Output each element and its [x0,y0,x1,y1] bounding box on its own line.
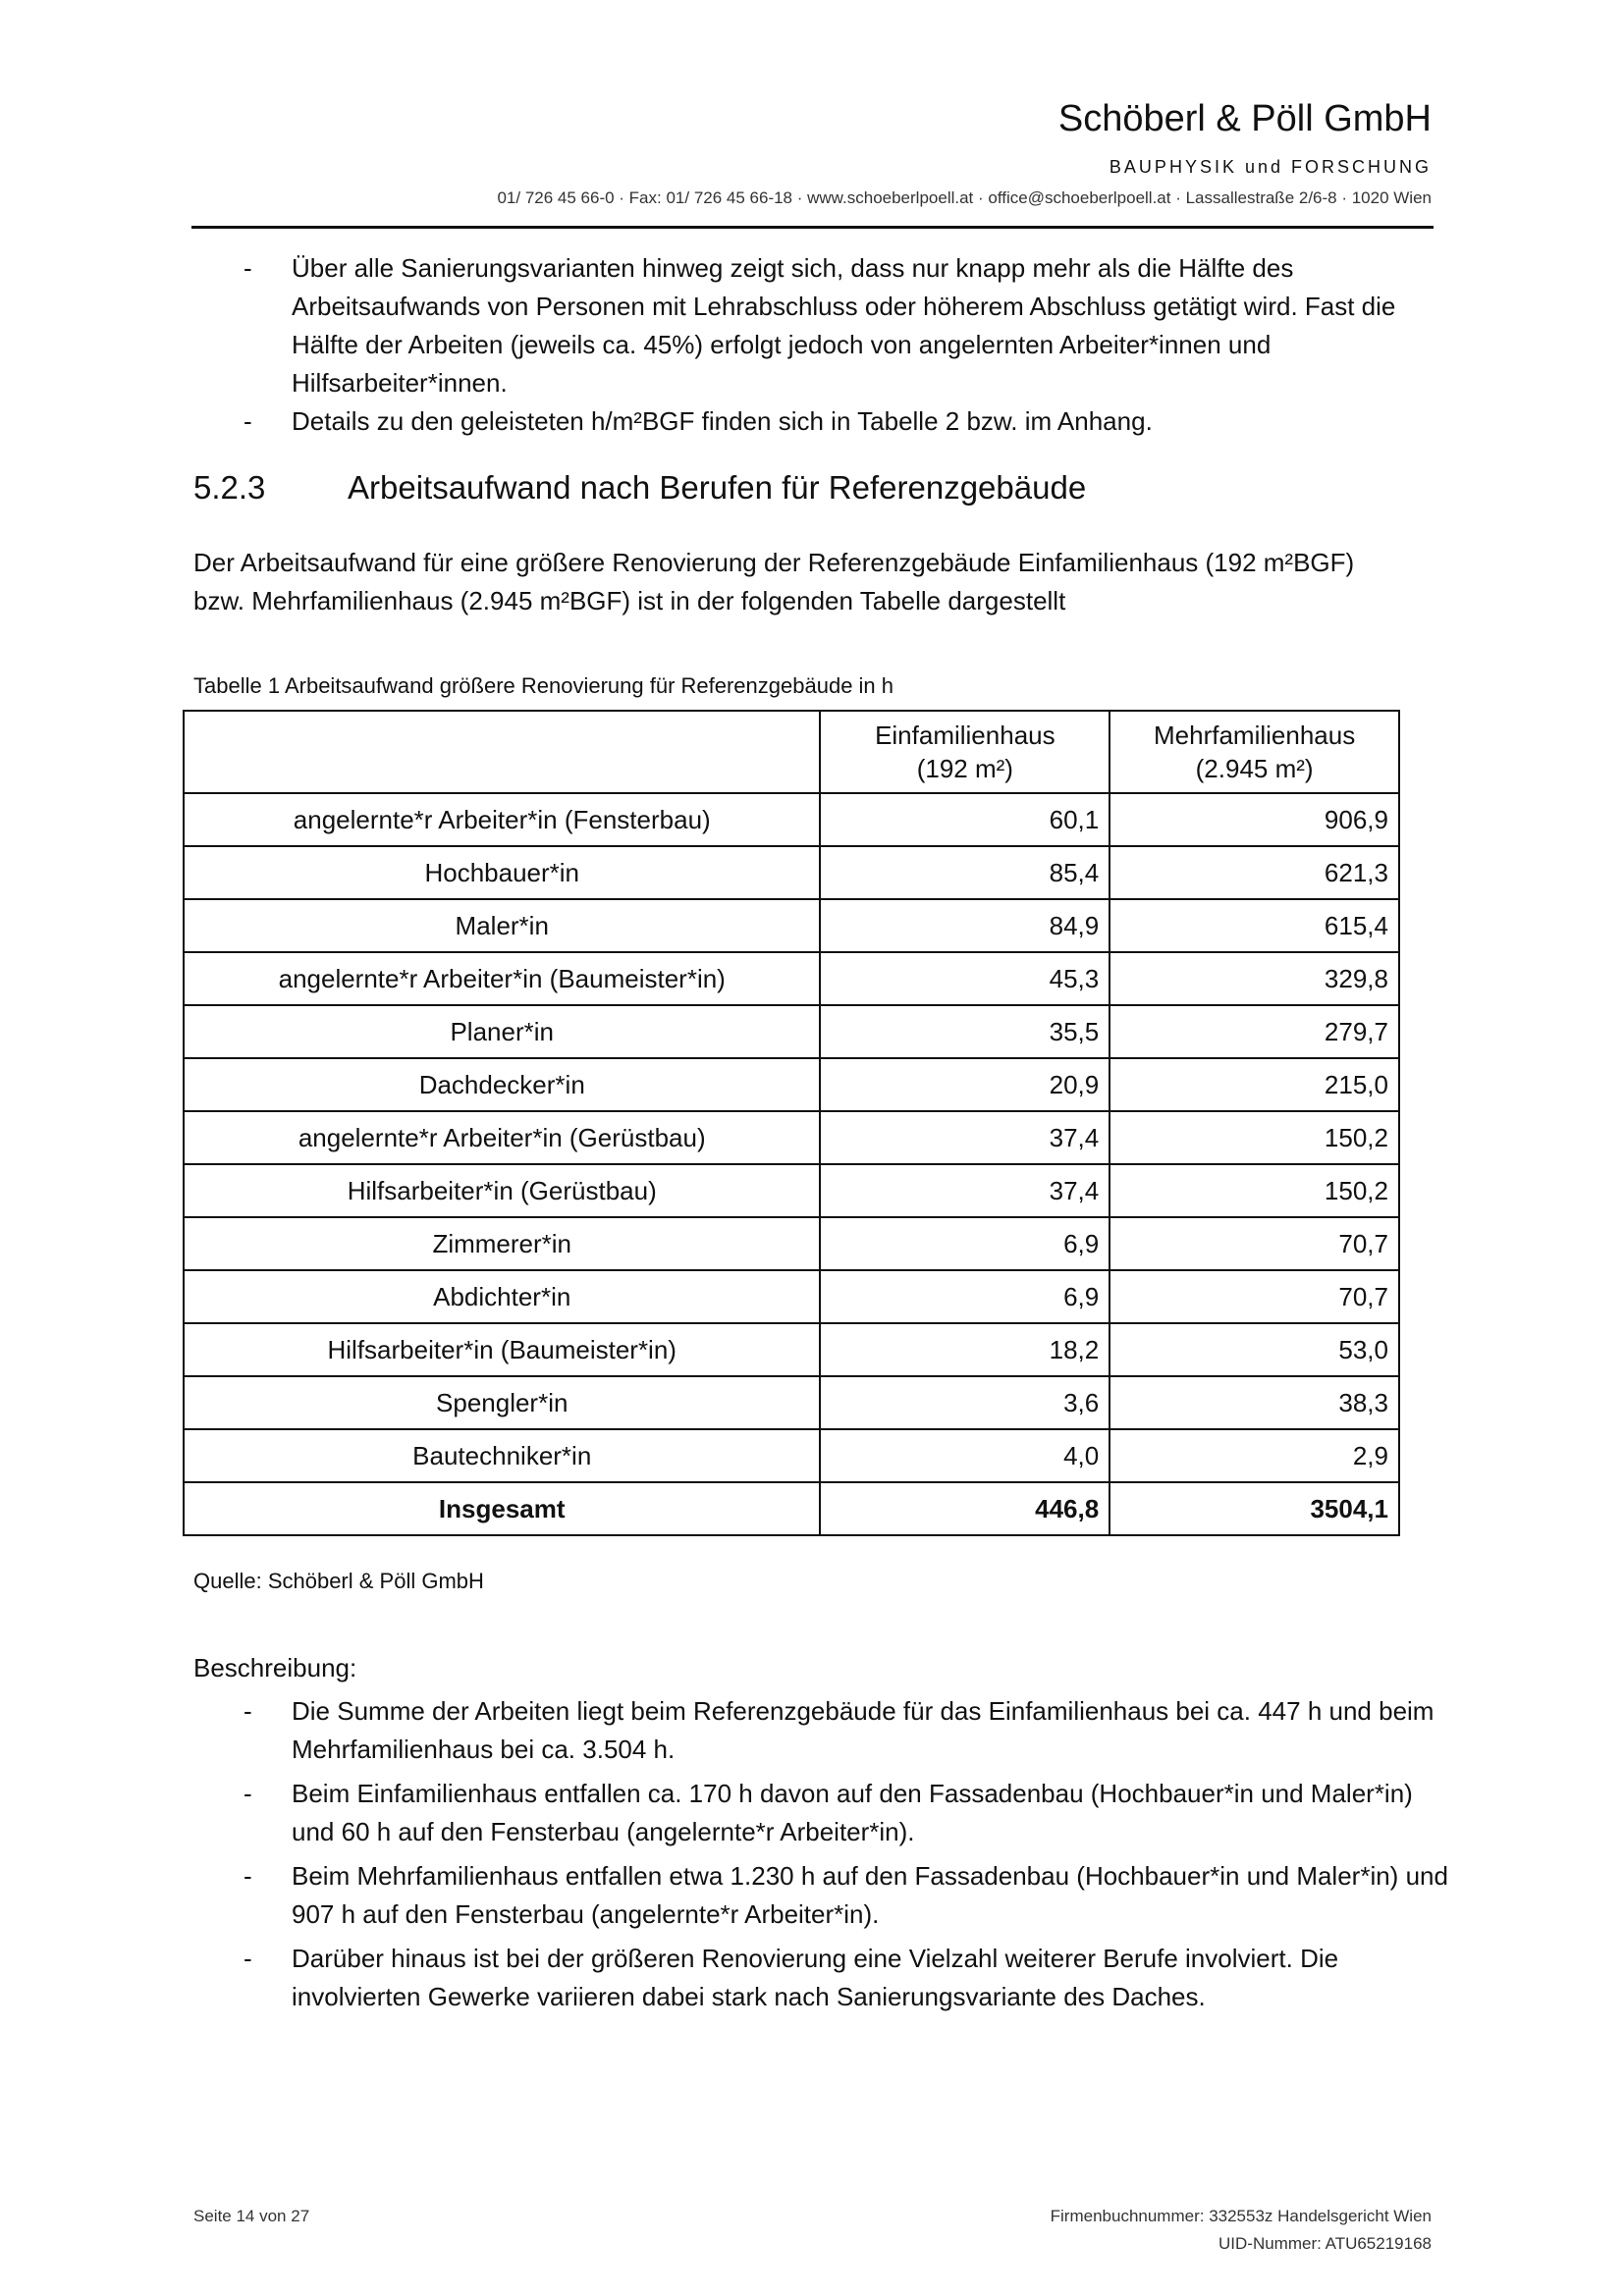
profession-cell: Zimmerer*in [182,1216,822,1271]
einfamilienhaus-hours-cell: 37,4 [819,1163,1111,1218]
table-row: Hochbauer*in 85,4 621,3 [182,845,1400,900]
table-total-row: Insgesamt 446,8 3504,1 [182,1481,1400,1536]
mehrfamilienhaus-total-cell: 3504,1 [1109,1481,1400,1536]
einfamilienhaus-hours-cell: 60,1 [819,792,1111,847]
mehrfamilienhaus-hours-cell: 621,3 [1109,845,1400,900]
contact-line: 01/ 726 45 66-0 · Fax: 01/ 726 45 66-18 … [497,188,1432,207]
table-row: Planer*in 35,5 279,7 [182,1004,1400,1059]
data-table: Einfamilienhaus (192 m²) Mehrfamilienhaus… [182,710,1400,1536]
bullet-dash: - [244,1696,252,1726]
einfamilienhaus-hours-cell: 35,5 [819,1004,1111,1059]
profession-cell: Maler*in [182,898,822,953]
einfamilienhaus-hours-cell: 18,2 [819,1322,1111,1377]
einfamilienhaus-hours-cell: 84,9 [819,898,1111,953]
bullet-dash: - [244,253,252,283]
mehrfamilienhaus-hours-cell: 70,7 [1109,1216,1400,1271]
table-row: Zimmerer*in 6,9 70,7 [182,1216,1400,1271]
description-bullet: Beim Einfamilienhaus entfallen ca. 170 h… [292,1779,1413,1846]
einfamilienhaus-hours-cell: 37,4 [819,1110,1111,1165]
table-caption: Tabelle 1 Arbeitsaufwand größere Renovie… [193,673,894,698]
mehrfamilienhaus-hours-cell: 279,7 [1109,1004,1400,1059]
header-cell-empty [182,710,822,794]
total-label-cell: Insgesamt [182,1481,822,1536]
company-name: Schöberl & Pöll GmbH [1057,98,1432,139]
header-sublabel: (192 m²) [916,754,1013,783]
intro-paragraph: Der Arbeitsaufwand für eine größere Reno… [193,548,1355,615]
mehrfamilienhaus-hours-cell: 150,2 [1109,1163,1400,1218]
mehrfamilienhaus-hours-cell: 329,8 [1109,951,1400,1006]
mehrfamilienhaus-hours-cell: 215,0 [1109,1057,1400,1112]
mehrfamilienhaus-hours-cell: 150,2 [1109,1110,1400,1165]
table-row: Abdichter*in 6,9 70,7 [182,1269,1400,1324]
intro-bullet: Details zu den geleisteten h/m²BGF finde… [292,406,1153,436]
description-bullet: Die Summe der Arbeiten liegt beim Refere… [292,1696,1435,1764]
table-row: Hilfsarbeiter*in (Baumeister*in) 18,2 53,0 [182,1322,1400,1377]
header-label: Mehrfamilienhaus [1154,721,1356,750]
intro-bullet: Über alle Sanierungsvarianten hinweg zei… [292,253,1396,398]
bullet-dash: - [244,406,252,436]
profession-cell: angelernte*r Arbeiter*in (Baumeister*in) [182,951,822,1006]
company-tagline: BAUPHYSIK und FORSCHUNG [1109,157,1432,177]
bullet-dash: - [244,1779,252,1808]
mehrfamilienhaus-hours-cell: 906,9 [1109,792,1400,847]
table-source: Quelle: Schöberl & Pöll GmbH [193,1569,484,1593]
header-cell-mehrfamilienhaus: Mehrfamilienhaus (2.945 m²) [1109,710,1400,794]
einfamilienhaus-total-cell: 446,8 [819,1481,1111,1536]
profession-cell: Spengler*in [182,1375,822,1430]
einfamilienhaus-hours-cell: 20,9 [819,1057,1111,1112]
header-sublabel: (2.945 m²) [1195,754,1314,783]
table-row: Bautechniker*in 4,0 2,9 [182,1428,1400,1483]
description-bullet: Darüber hinaus ist bei der größeren Reno… [292,1944,1339,2011]
table-row: angelernte*r Arbeiter*in (Gerüstbau) 37,4… [182,1110,1400,1165]
table-row: Spengler*in 3,6 38,3 [182,1375,1400,1430]
header-label: Einfamilienhaus [875,721,1056,750]
bullet-dash: - [244,1861,252,1891]
description-bullet: Beim Mehrfamilienhaus entfallen etwa 1.2… [292,1861,1448,1929]
profession-cell: Abdichter*in [182,1269,822,1324]
header-rule [191,226,1434,229]
mehrfamilienhaus-hours-cell: 2,9 [1109,1428,1400,1483]
einfamilienhaus-hours-cell: 6,9 [819,1216,1111,1271]
profession-cell: angelernte*r Arbeiter*in (Fensterbau) [182,792,822,847]
profession-cell: Hilfsarbeiter*in (Gerüstbau) [182,1163,822,1218]
einfamilienhaus-hours-cell: 85,4 [819,845,1111,900]
table-header-row: Einfamilienhaus (192 m²) Mehrfamilienhaus… [182,710,1400,794]
mehrfamilienhaus-hours-cell: 615,4 [1109,898,1400,953]
einfamilienhaus-hours-cell: 3,6 [819,1375,1111,1430]
section-title: Arbeitsaufwand nach Berufen für Referenz… [348,469,1087,506]
table-row: Maler*in 84,9 615,4 [182,898,1400,953]
table-row: Dachdecker*in 20,9 215,0 [182,1057,1400,1112]
profession-cell: Dachdecker*in [182,1057,822,1112]
section-heading: 5.2.3 Arbeitsaufwand nach Berufen für Ref… [193,469,1086,507]
profession-cell: Planer*in [182,1004,822,1059]
profession-cell: Hochbauer*in [182,845,822,900]
profession-cell: Hilfsarbeiter*in (Baumeister*in) [182,1322,822,1377]
table-row: angelernte*r Arbeiter*in (Fensterbau) 60,… [182,792,1400,847]
bullet-dash: - [244,1944,252,1973]
table-row: angelernte*r Arbeiter*in (Baumeister*in)… [182,951,1400,1006]
section-number: 5.2.3 [193,469,266,506]
einfamilienhaus-hours-cell: 6,9 [819,1269,1111,1324]
profession-cell: angelernte*r Arbeiter*in (Gerüstbau) [182,1110,822,1165]
description-label: Beschreibung: [193,1653,357,1682]
page-number: Seite 14 von 27 [193,2207,310,2225]
profession-cell: Bautechniker*in [182,1428,822,1483]
einfamilienhaus-hours-cell: 4,0 [819,1428,1111,1483]
mehrfamilienhaus-hours-cell: 53,0 [1109,1322,1400,1377]
company-register: Firmenbuchnummer: 332553z Handelsgericht… [1050,2207,1432,2225]
einfamilienhaus-hours-cell: 45,3 [819,951,1111,1006]
mehrfamilienhaus-hours-cell: 70,7 [1109,1269,1400,1324]
mehrfamilienhaus-hours-cell: 38,3 [1109,1375,1400,1430]
header-cell-einfamilienhaus: Einfamilienhaus (192 m²) [819,710,1111,794]
table-row: Hilfsarbeiter*in (Gerüstbau) 37,4 150,2 [182,1163,1400,1218]
uid-number: UID-Nummer: ATU65219168 [1218,2234,1432,2253]
